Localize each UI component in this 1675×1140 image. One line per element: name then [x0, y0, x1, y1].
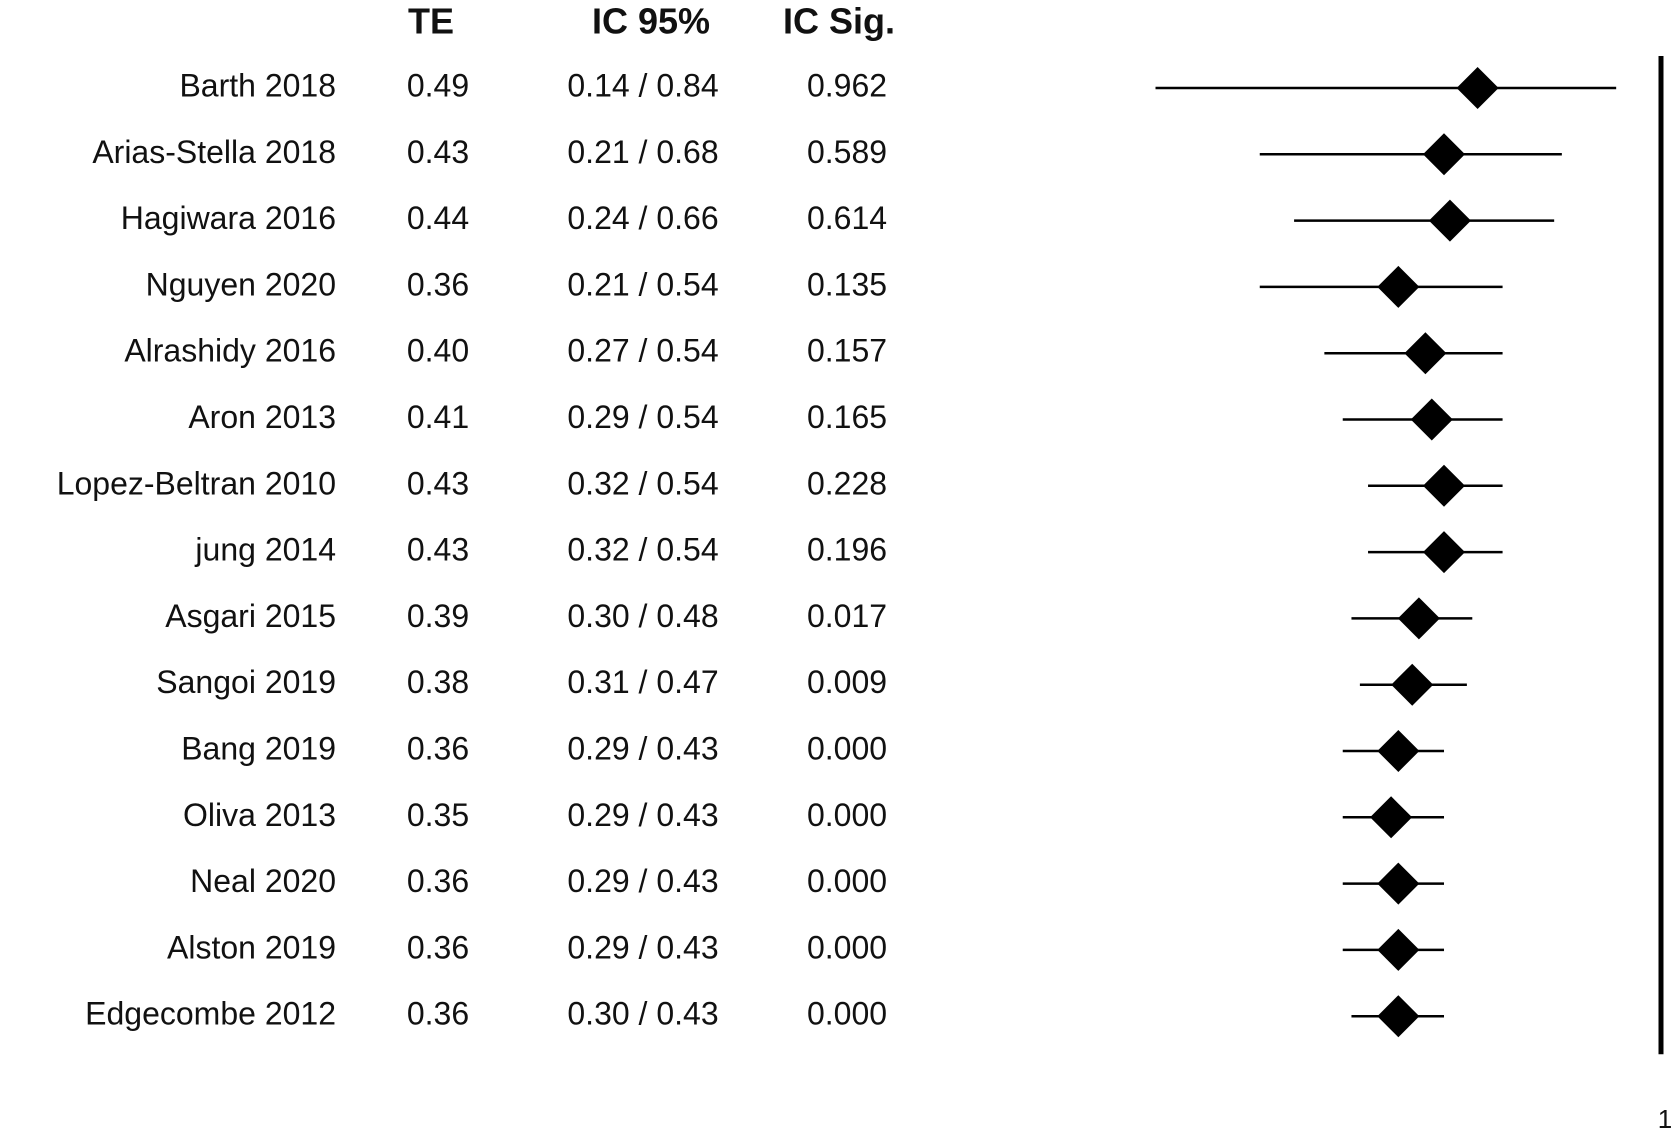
column-header: IC 95% [592, 1, 710, 42]
te-value: 0.44 [407, 200, 469, 236]
ci-value: 0.21 / 0.54 [567, 266, 718, 302]
sig-value: 0.000 [807, 996, 887, 1032]
effect-diamond [1423, 464, 1466, 507]
study-label: Barth 2018 [179, 67, 336, 103]
effect-diamond [1428, 199, 1471, 242]
te-value: 0.43 [407, 465, 469, 501]
ci-value: 0.21 / 0.68 [567, 134, 718, 170]
effect-diamond [1377, 265, 1420, 308]
sig-value: 0.614 [807, 200, 887, 236]
te-value: 0.43 [407, 532, 469, 568]
effect-diamond [1370, 796, 1413, 839]
study-label: Neal 2020 [190, 863, 336, 899]
effect-diamond [1377, 995, 1420, 1038]
sig-value: 0.196 [807, 532, 887, 568]
sig-value: 0.000 [807, 797, 887, 833]
te-value: 0.38 [407, 664, 469, 700]
study-label: Hagiwara 2016 [121, 200, 336, 236]
te-value: 0.41 [407, 399, 469, 435]
effect-diamond [1423, 133, 1466, 176]
study-label: Asgari 2015 [165, 598, 336, 634]
effect-diamond [1456, 67, 1499, 109]
sig-value: 0.009 [807, 664, 887, 700]
sig-value: 0.000 [807, 929, 887, 965]
ci-value: 0.30 / 0.48 [567, 598, 718, 634]
sig-value: 0.000 [807, 863, 887, 899]
study-label: Sangoi 2019 [156, 664, 336, 700]
sig-value: 0.000 [807, 730, 887, 766]
study-label: Bang 2019 [181, 730, 336, 766]
ci-value: 0.14 / 0.84 [567, 67, 718, 103]
effect-diamond [1377, 862, 1420, 905]
te-value: 0.36 [407, 863, 469, 899]
x-tick-label: 1 [1658, 1104, 1672, 1134]
ci-value: 0.32 / 0.54 [567, 532, 718, 568]
study-label: Alston 2019 [167, 929, 336, 965]
sig-value: 0.589 [807, 134, 887, 170]
te-value: 0.36 [407, 996, 469, 1032]
te-value: 0.36 [407, 730, 469, 766]
effect-diamond [1377, 928, 1420, 971]
study-label: Arias-Stella 2018 [92, 134, 336, 170]
effect-diamond [1423, 531, 1466, 574]
sig-value: 0.157 [807, 333, 887, 369]
te-value: 0.36 [407, 266, 469, 302]
te-value: 0.39 [407, 598, 469, 634]
te-value: 0.49 [407, 67, 469, 103]
te-value: 0.35 [407, 797, 469, 833]
study-label: Alrashidy 2016 [124, 333, 336, 369]
ci-value: 0.31 / 0.47 [567, 664, 718, 700]
ci-value: 0.29 / 0.43 [567, 863, 718, 899]
effect-diamond [1404, 332, 1447, 375]
ci-value: 0.29 / 0.43 [567, 929, 718, 965]
ci-value: 0.24 / 0.66 [567, 200, 718, 236]
ci-value: 0.29 / 0.43 [567, 797, 718, 833]
ci-value: 0.30 / 0.43 [567, 996, 718, 1032]
ci-value: 0.29 / 0.43 [567, 730, 718, 766]
sig-value: 0.017 [807, 598, 887, 634]
ci-value: 0.27 / 0.54 [567, 333, 718, 369]
column-header: IC Sig. [783, 1, 895, 42]
sig-value: 0.135 [807, 266, 887, 302]
ci-value: 0.32 / 0.54 [567, 465, 718, 501]
study-label: jung 2014 [194, 532, 336, 568]
study-label: Oliva 2013 [183, 797, 336, 833]
effect-diamond [1397, 597, 1440, 640]
column-header: TE [408, 1, 454, 42]
study-label: Aron 2013 [188, 399, 336, 435]
te-value: 0.43 [407, 134, 469, 170]
te-value: 0.40 [407, 333, 469, 369]
effect-diamond [1410, 398, 1453, 441]
effect-diamond [1391, 663, 1434, 706]
effect-diamond [1377, 730, 1420, 772]
ci-value: 0.29 / 0.54 [567, 399, 718, 435]
study-label: Lopez-Beltran 2010 [57, 465, 336, 501]
sig-value: 0.165 [807, 399, 887, 435]
te-value: 0.36 [407, 929, 469, 965]
study-label: Edgecombe 2012 [85, 996, 336, 1032]
study-label: Nguyen 2020 [146, 266, 336, 302]
sig-value: 0.228 [807, 465, 887, 501]
sig-value: 0.962 [807, 67, 887, 103]
